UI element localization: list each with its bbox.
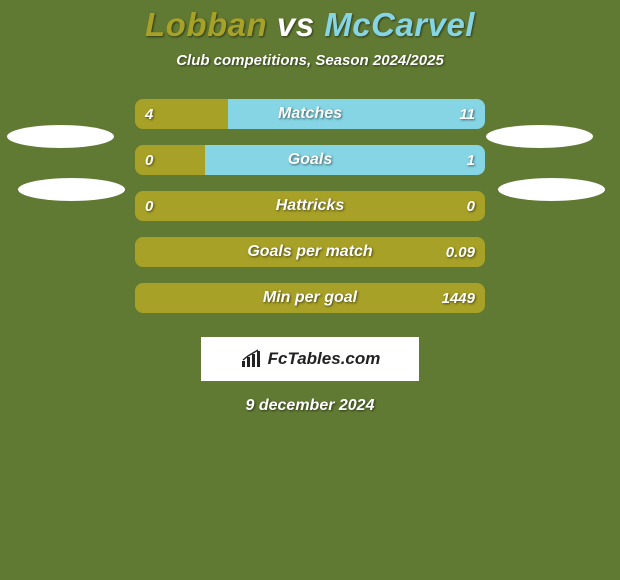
bar-left bbox=[135, 191, 485, 221]
stat-row: 1449Min per goal bbox=[0, 275, 620, 321]
bar-right bbox=[205, 145, 485, 175]
stat-bar: 01Goals bbox=[135, 145, 485, 175]
title-vs: vs bbox=[277, 6, 315, 43]
stat-row: 00Hattricks bbox=[0, 183, 620, 229]
chart-icon bbox=[240, 349, 264, 369]
stat-row: 0.09Goals per match bbox=[0, 229, 620, 275]
stat-bar: 0.09Goals per match bbox=[135, 237, 485, 267]
bar-right bbox=[228, 99, 485, 129]
stat-row: 01Goals bbox=[0, 137, 620, 183]
content: Lobban vs McCarvel Club competitions, Se… bbox=[0, 0, 620, 415]
page-title: Lobban vs McCarvel bbox=[0, 6, 620, 44]
logo-box: FcTables.com bbox=[201, 337, 419, 381]
logo-text: FcTables.com bbox=[268, 349, 381, 369]
comparison-rows: 411Matches 01Goals 00Hattricks 0.09Goals pe… bbox=[0, 91, 620, 321]
bar-left bbox=[135, 283, 485, 313]
title-player2: McCarvel bbox=[324, 6, 475, 43]
bar-left bbox=[135, 237, 485, 267]
bar-left bbox=[135, 145, 205, 175]
stat-bar: 00Hattricks bbox=[135, 191, 485, 221]
date: 9 december 2024 bbox=[0, 397, 620, 415]
subtitle: Club competitions, Season 2024/2025 bbox=[0, 52, 620, 69]
bar-left bbox=[135, 99, 228, 129]
stat-bar: 411Matches bbox=[135, 99, 485, 129]
stat-row: 411Matches bbox=[0, 91, 620, 137]
title-player1: Lobban bbox=[145, 6, 267, 43]
stat-bar: 1449Min per goal bbox=[135, 283, 485, 313]
